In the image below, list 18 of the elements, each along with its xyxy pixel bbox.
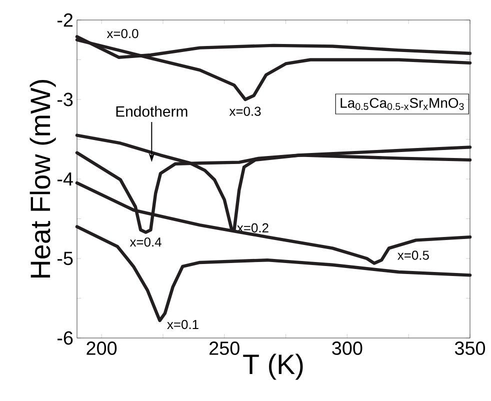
series-label: x=0.5 bbox=[398, 250, 429, 260]
y-tick-label: -4 bbox=[57, 172, 73, 186]
x-tick-label: 200 bbox=[86, 342, 117, 355]
series-label: x=0.0 bbox=[106, 28, 138, 38]
x-tick-label: 350 bbox=[454, 342, 486, 355]
y-axis-title: Heat Flow (mW) bbox=[30, 80, 56, 278]
annotation: La$_{0.5}$Ca$_{0.5-x}$Sr$_{x}$MnO$_{3}$ bbox=[340, 98, 464, 110]
x-tick-label: 300 bbox=[332, 342, 362, 355]
y-tick-label: -6 bbox=[57, 331, 73, 345]
y-tick-label: -3 bbox=[57, 92, 73, 106]
y-tick-label: -2 bbox=[57, 13, 73, 27]
series-label: x=0.4 bbox=[130, 237, 162, 247]
x-tick-label: 250 bbox=[210, 342, 240, 355]
series-label: x=0.1 bbox=[167, 320, 198, 330]
y-tick-label: -5 bbox=[57, 252, 73, 266]
series-label: x=0.3 bbox=[229, 106, 261, 116]
annotation: Endotherm bbox=[116, 106, 188, 117]
x-axis-title: T (K) bbox=[243, 354, 303, 380]
